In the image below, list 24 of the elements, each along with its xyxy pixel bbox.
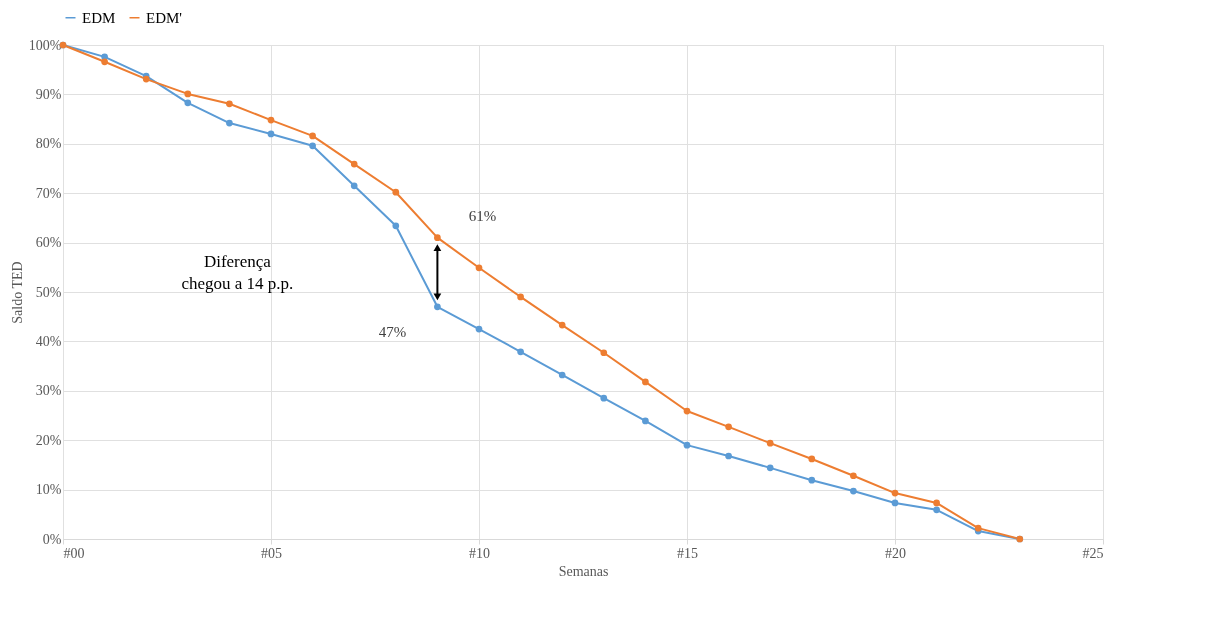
y-tick-label: 30% bbox=[35, 383, 62, 399]
y-tick-label: 10% bbox=[35, 482, 62, 498]
x-tick-label: #20 bbox=[885, 545, 906, 561]
y-tick-label: 100% bbox=[28, 37, 62, 53]
legend-label: EDM' bbox=[146, 9, 183, 26]
y-tick-label: 50% bbox=[35, 284, 62, 300]
x-tick-label: #00 bbox=[63, 545, 85, 561]
y-tick-label: 70% bbox=[35, 185, 62, 201]
x-tick-label: #10 bbox=[469, 545, 490, 561]
x-tick-label: #05 bbox=[261, 545, 282, 561]
x-axis-title: Semanas bbox=[558, 563, 609, 579]
data-label: 61% bbox=[468, 207, 497, 224]
y-tick-label: 90% bbox=[35, 86, 62, 102]
y-tick-label: 20% bbox=[35, 432, 62, 448]
annotation: Diferença chegou a 14 p.p. bbox=[181, 252, 294, 294]
x-tick-label: #25 bbox=[1082, 545, 1104, 561]
y-tick-label: 80% bbox=[35, 136, 62, 152]
x-tick-label: #15 bbox=[677, 545, 698, 561]
data-label: 47% bbox=[378, 323, 407, 340]
legend-label: EDM bbox=[82, 9, 116, 26]
y-tick-label: 0% bbox=[42, 531, 62, 547]
y-axis-title: Saldo TED bbox=[9, 261, 25, 324]
y-tick-label: 40% bbox=[35, 333, 62, 349]
y-tick-label: 60% bbox=[35, 235, 62, 251]
